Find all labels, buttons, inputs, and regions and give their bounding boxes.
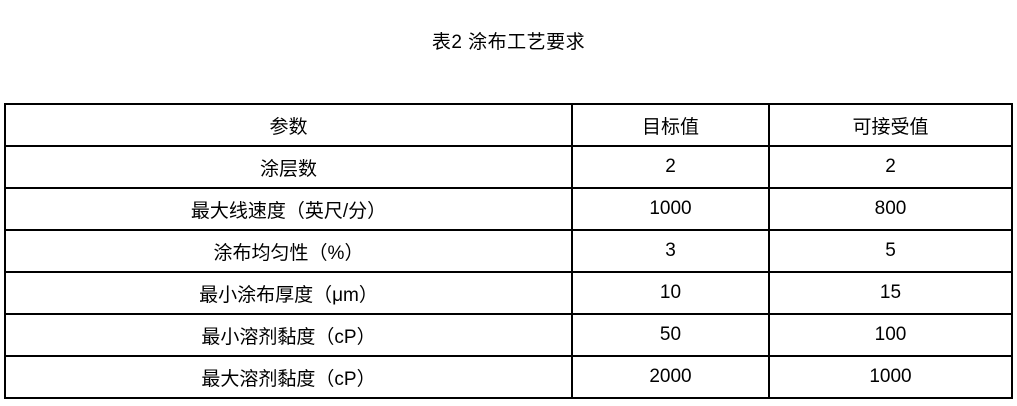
parameter-cell: 涂布均匀性（%）: [4, 229, 573, 273]
header-target-value: 目标值: [571, 103, 770, 147]
target-value-cell: 2: [571, 145, 770, 189]
target-value-cell: 2000: [571, 355, 770, 399]
table-title: 表2 涂布工艺要求: [431, 32, 586, 53]
coating-spec-table: 参数 目标值 可接受值 涂层数 2 2 最大线速度（英尺/分） 1000 800…: [4, 103, 1013, 399]
table-row: 最小涂布厚度（μm） 10 15: [4, 271, 1013, 315]
acceptable-value-cell: 100: [768, 313, 1013, 357]
acceptable-value-cell: 1000: [768, 355, 1013, 399]
acceptable-value-cell: 5: [768, 229, 1013, 273]
table-row: 涂层数 2 2: [4, 145, 1013, 189]
table-row: 最大线速度（英尺/分） 1000 800: [4, 187, 1013, 231]
acceptable-value-cell: 2: [768, 145, 1013, 189]
acceptable-value-cell: 800: [768, 187, 1013, 231]
target-value-cell: 10: [571, 271, 770, 315]
target-value-cell: 3: [571, 229, 770, 273]
target-value-cell: 50: [571, 313, 770, 357]
table-row: 涂布均匀性（%） 3 5: [4, 229, 1013, 273]
table-row: 最大溶剂黏度（cP） 2000 1000: [4, 355, 1013, 399]
header-parameter: 参数: [4, 103, 573, 147]
parameter-cell: 涂层数: [4, 145, 573, 189]
table-header-row: 参数 目标值 可接受值: [4, 103, 1013, 147]
acceptable-value-cell: 15: [768, 271, 1013, 315]
table-row: 最小溶剂黏度（cP） 50 100: [4, 313, 1013, 357]
parameter-cell: 最小溶剂黏度（cP）: [4, 313, 573, 357]
parameter-cell: 最大线速度（英尺/分）: [4, 187, 573, 231]
parameter-cell: 最大溶剂黏度（cP）: [4, 355, 573, 399]
parameter-cell: 最小涂布厚度（μm）: [4, 271, 573, 315]
target-value-cell: 1000: [571, 187, 770, 231]
header-acceptable-value: 可接受值: [768, 103, 1013, 147]
